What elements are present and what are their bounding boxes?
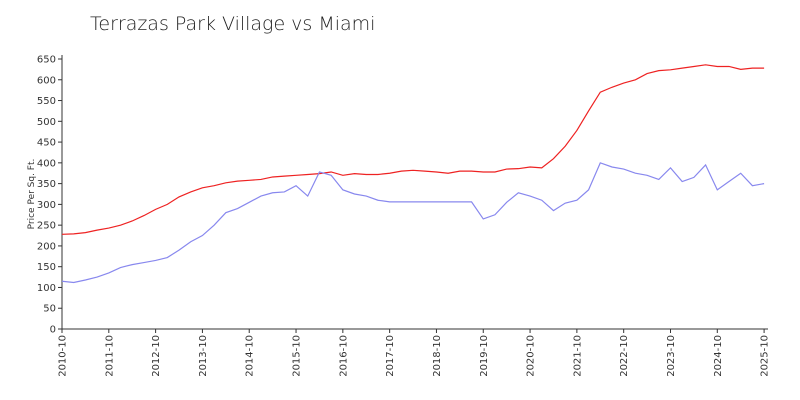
- x-tick-label: 2021-10: [572, 335, 583, 377]
- y-axis-label: Price Per Sq. Ft.: [27, 159, 37, 230]
- y-tick-label: 100: [37, 283, 56, 294]
- x-tick-label: 2019-10: [479, 335, 490, 377]
- y-tick-label: 300: [37, 200, 56, 211]
- y-tick-label: 0: [50, 325, 56, 336]
- y-tick-label: 650: [37, 55, 56, 66]
- y-tick-label: 50: [43, 304, 56, 315]
- y-tick-label: 450: [37, 138, 56, 149]
- y-tick-label: 250: [37, 221, 56, 232]
- x-tick-label: 2014-10: [245, 335, 256, 377]
- chart-title: Terrazas Park Village vs Miami: [90, 13, 375, 35]
- x-tick-label: 2017-10: [385, 335, 396, 377]
- data-line: [61, 162, 765, 284]
- x-tick-label: 2010-10: [58, 335, 69, 377]
- y-tick-label: 400: [37, 158, 56, 169]
- x-tick-label: 2012-10: [151, 335, 162, 377]
- x-tick-label: 2025-10: [760, 335, 771, 377]
- y-tick-label: 600: [37, 75, 56, 86]
- x-tick-label: 2024-10: [713, 335, 724, 377]
- x-tick-label: 2011-10: [104, 335, 115, 377]
- y-tick-label: 550: [37, 96, 56, 107]
- x-tick-label: 2013-10: [198, 335, 209, 377]
- x-tick-label: 2016-10: [338, 335, 349, 377]
- data-line: [61, 64, 765, 235]
- x-tick-label: 2023-10: [666, 335, 677, 377]
- x-tick-label: 2015-10: [292, 335, 303, 377]
- y-tick-label: 200: [37, 241, 56, 252]
- x-tick-label: 2018-10: [432, 335, 443, 377]
- x-tick-label: 2022-10: [619, 335, 630, 377]
- y-tick-label: 500: [37, 117, 56, 128]
- y-tick-label: 350: [37, 179, 56, 190]
- y-tick-label: 150: [37, 262, 56, 273]
- x-tick-label: 2020-10: [526, 335, 537, 377]
